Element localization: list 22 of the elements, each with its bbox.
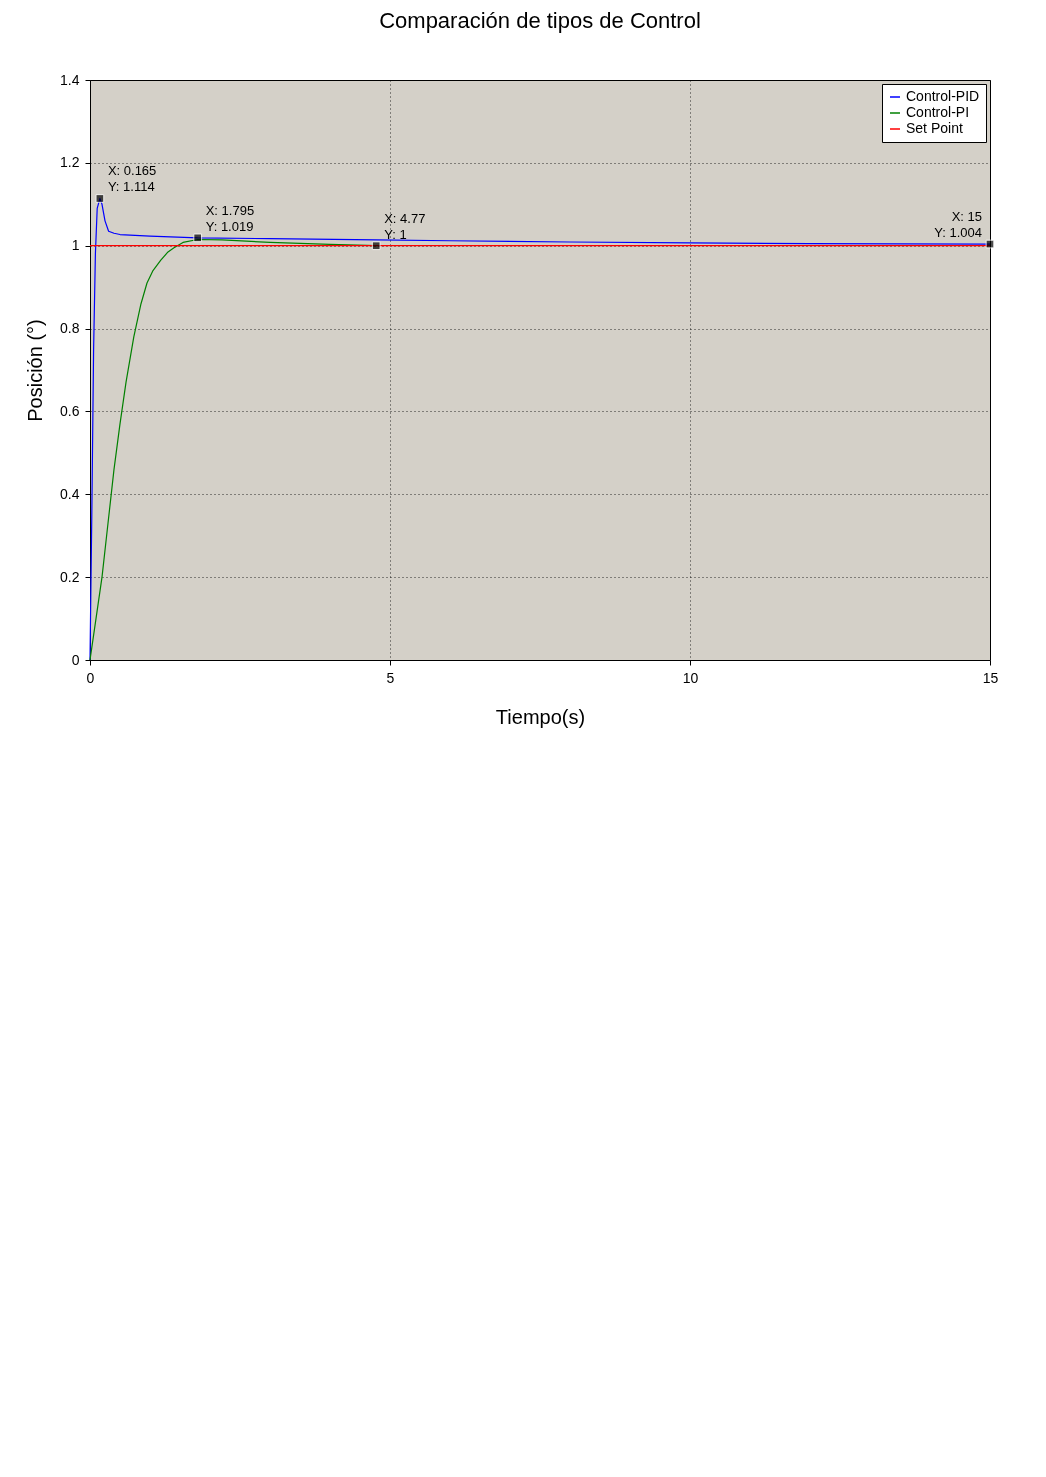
legend-label: Set Point xyxy=(906,120,963,136)
legend-label: Control-PI xyxy=(906,104,970,120)
y-tick-label: 0.4 xyxy=(60,485,80,502)
x-axis-title: Tiempo(s) xyxy=(495,705,586,728)
x-tick-label: 10 xyxy=(682,669,699,686)
x-tick-label: 15 xyxy=(982,669,999,686)
y-tick-label: 0 xyxy=(71,651,80,668)
annotation: X: 1.795 Y: 1.019 xyxy=(205,202,255,234)
chart-title: Comparación de tipos de Control xyxy=(379,8,701,33)
y-tick-label: 0.2 xyxy=(60,568,80,585)
y-tick-label: 1.4 xyxy=(60,71,80,88)
x-tick-label: 0 xyxy=(86,669,95,686)
annotation: X: 0.165 Y: 1.114 xyxy=(107,163,157,195)
annotation: X: 4.77 Y: 1 xyxy=(384,210,426,242)
y-tick-label: 1.2 xyxy=(60,154,80,171)
y-tick-label: 0.6 xyxy=(60,402,80,419)
x-tick-label: 5 xyxy=(386,669,395,686)
y-tick-label: 0.8 xyxy=(60,320,80,337)
y-tick-label: 1 xyxy=(71,237,80,254)
legend-label: Control-PID xyxy=(906,88,980,104)
annotation: X: 15 Y: 1.004 xyxy=(934,209,982,241)
y-axis-title: Posición (°) xyxy=(24,319,47,422)
